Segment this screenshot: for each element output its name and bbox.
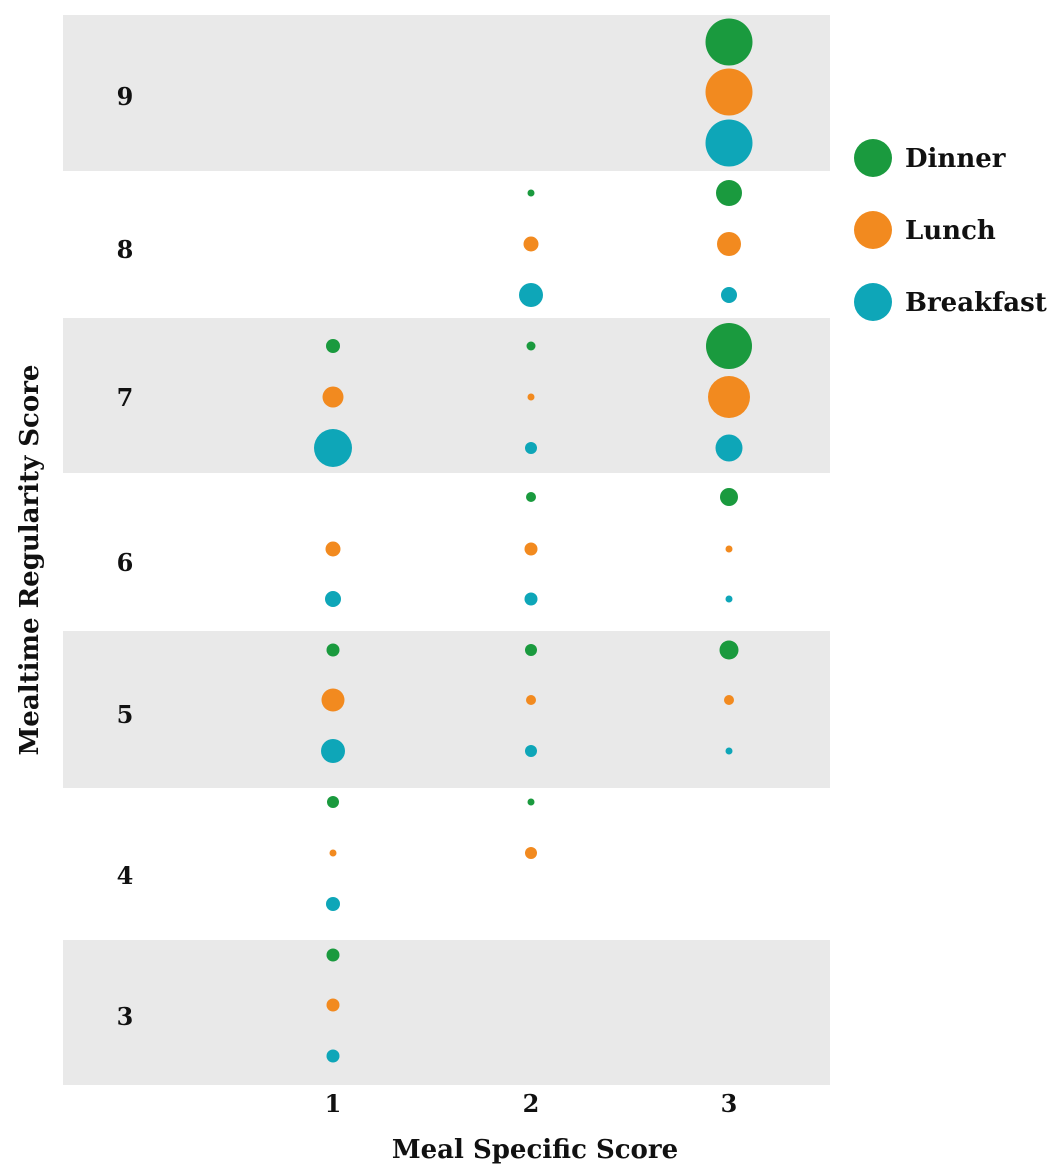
dinner-point-x1-y4: [327, 796, 339, 808]
lunch-point-x3-y7: [708, 376, 750, 418]
lunch-point-x2-y7: [527, 393, 535, 401]
legend-label-breakfast: Breakfast: [905, 288, 1047, 318]
legend-swatch-breakfast: [854, 283, 892, 321]
dinner-point-x2-y4: [527, 798, 535, 806]
dinner-point-x3-y6: [720, 488, 738, 506]
row-bands: [63, 15, 830, 1085]
breakfast-point-x3-y8: [721, 287, 737, 303]
lunch-point-x3-y8: [717, 232, 741, 256]
dinner-point-x3-y7: [706, 323, 752, 369]
lunch-point-x3-y9: [705, 68, 753, 116]
band-row-7: [63, 318, 830, 473]
dinner-point-x1-y5: [326, 643, 340, 657]
lunch-point-x3-y5: [724, 695, 734, 705]
band-row-9: [63, 15, 830, 171]
breakfast-point-x2-y6: [524, 592, 538, 606]
y-tick-labels: 3 4 5 6 7 8 9: [117, 82, 134, 1031]
lunch-point-x1-y7: [322, 386, 344, 408]
x-tick-3: 3: [721, 1089, 738, 1118]
dinner-point-x3-y8: [716, 180, 742, 206]
breakfast-point-x2-y5: [525, 745, 537, 757]
lunch-point-x3-y6: [725, 545, 733, 553]
x-tick-1: 1: [325, 1089, 342, 1118]
dinner-point-x3-y9: [705, 18, 753, 66]
breakfast-point-x3-y5: [725, 747, 733, 755]
lunch-point-x1-y6: [325, 541, 341, 557]
y-tick-7: 7: [117, 383, 134, 412]
y-tick-3: 3: [117, 1002, 134, 1031]
x-axis-title: Meal Specific Score: [392, 1135, 678, 1165]
lunch-point-x1-y3: [326, 998, 340, 1012]
breakfast-point-x1-y3: [326, 1049, 340, 1063]
legend-label-dinner: Dinner: [905, 144, 1006, 174]
lunch-point-x2-y8: [523, 236, 539, 252]
dinner-point-x3-y5: [719, 640, 739, 660]
lunch-point-x2-y5: [526, 695, 536, 705]
dinner-point-x2-y7: [526, 341, 536, 351]
legend-swatch-lunch: [854, 211, 892, 249]
legend: Dinner Lunch Breakfast: [854, 139, 1047, 321]
y-tick-9: 9: [117, 82, 134, 111]
legend-label-lunch: Lunch: [905, 216, 996, 246]
breakfast-point-x3-y6: [725, 595, 733, 603]
x-tick-labels: 1 2 3: [325, 1089, 738, 1118]
legend-swatch-dinner: [854, 139, 892, 177]
band-row-3: [63, 940, 830, 1085]
breakfast-point-x2-y8: [519, 283, 543, 307]
y-axis-title: Mealtime Regularity Score: [15, 365, 45, 756]
dinner-point-x2-y8: [527, 189, 535, 197]
lunch-point-x2-y6: [524, 542, 538, 556]
band-row-5: [63, 631, 830, 788]
breakfast-point-x1-y5: [321, 739, 345, 763]
dinner-point-x2-y6: [526, 492, 536, 502]
y-tick-4: 4: [117, 861, 134, 890]
x-tick-2: 2: [523, 1089, 540, 1118]
lunch-point-x1-y4: [329, 849, 337, 857]
breakfast-point-x2-y7: [525, 442, 537, 454]
breakfast-point-x1-y6: [325, 591, 341, 607]
breakfast-point-x1-y7: [314, 429, 352, 467]
y-tick-5: 5: [117, 700, 134, 729]
y-tick-6: 6: [117, 548, 134, 577]
data-points: [314, 18, 753, 1063]
dinner-point-x1-y3: [326, 948, 340, 962]
breakfast-point-x3-y7: [715, 434, 743, 462]
breakfast-point-x3-y9: [705, 119, 753, 167]
breakfast-point-x1-y4: [326, 897, 340, 911]
lunch-point-x1-y5: [321, 688, 345, 712]
dinner-point-x1-y7: [326, 339, 340, 353]
lunch-point-x2-y4: [525, 847, 537, 859]
y-tick-8: 8: [117, 235, 134, 264]
dinner-point-x2-y5: [525, 644, 537, 656]
